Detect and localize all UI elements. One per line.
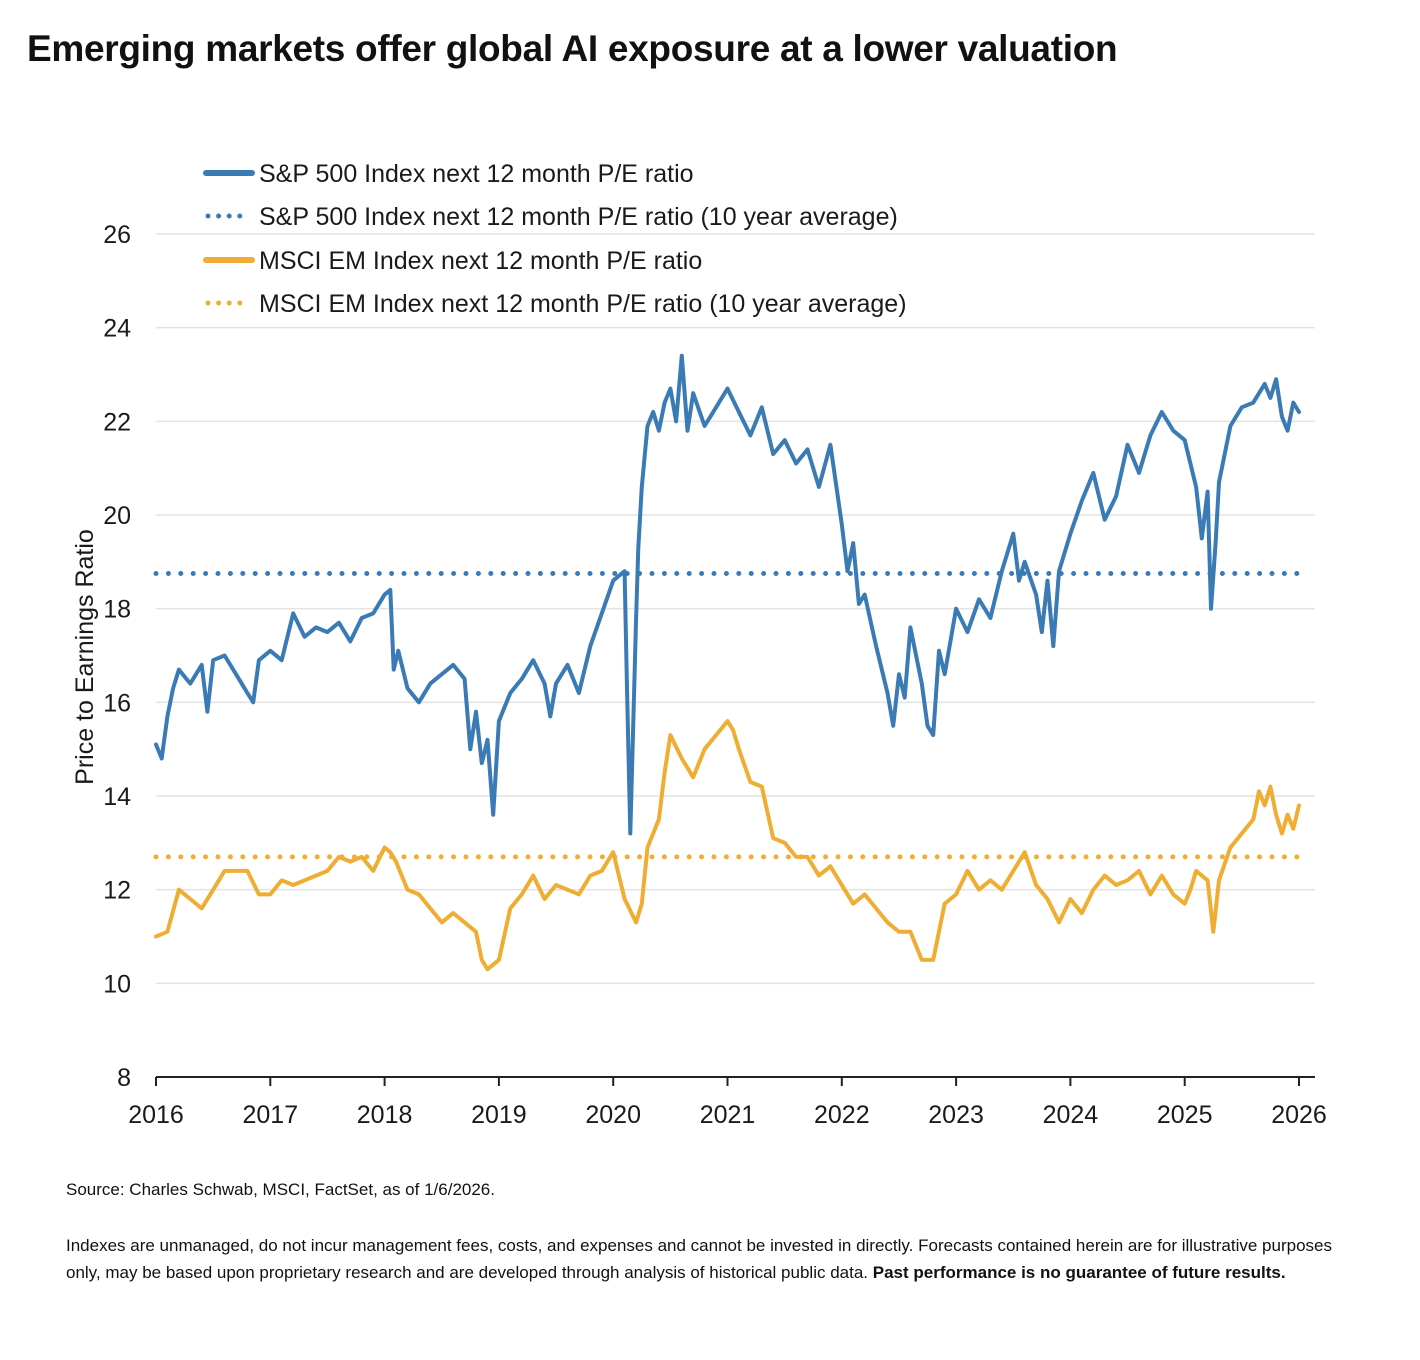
x-tick-label: 2016 — [128, 1101, 184, 1129]
legend-item: S&P 500 Index next 12 month P/E ratio — [203, 160, 694, 188]
y-tick-label: 10 — [103, 970, 131, 998]
legend-label: MSCI EM Index next 12 month P/E ratio (1… — [259, 290, 907, 318]
series-lines — [153, 353, 1302, 972]
y-axis-title: Price to Earnings Ratio — [71, 529, 99, 785]
y-tick-label: 26 — [103, 221, 131, 249]
x-tick-label: 2024 — [1043, 1101, 1099, 1129]
x-tick-label: 2026 — [1271, 1101, 1327, 1129]
disclaimer-bold: Past performance is no guarantee of futu… — [872, 1263, 1286, 1282]
y-tick-label: 12 — [103, 877, 131, 905]
legend-item: S&P 500 Index next 12 month P/E ratio (1… — [205, 203, 898, 231]
x-tick-label: 2022 — [814, 1101, 870, 1129]
y-tick-label: 14 — [103, 783, 131, 811]
y-tick-label: 16 — [103, 689, 131, 717]
x-tick-label: 2023 — [928, 1101, 984, 1129]
x-tick-label: 2021 — [700, 1101, 756, 1129]
x-axis: 2016 2017 2018 2019 2020 2021 2022 2023 2024 2025… — [128, 1076, 1327, 1129]
legend-label: MSCI EM Index next 12 month P/E ratio — [259, 247, 702, 275]
legend-label: S&P 500 Index next 12 month P/E ratio (1… — [259, 203, 898, 231]
disclaimer: Indexes are unmanaged, do not incur mana… — [66, 1232, 1356, 1286]
y-tick-label: 20 — [103, 502, 131, 530]
y-axis-ticks: 8 10 12 14 16 18 20 22 24 26 — [103, 221, 131, 1092]
x-tick-label: 2017 — [242, 1101, 298, 1129]
x-tick-label: 2020 — [585, 1101, 641, 1129]
legend-item: MSCI EM Index next 12 month P/E ratio (1… — [205, 290, 907, 318]
legend-item: MSCI EM Index next 12 month P/E ratio — [203, 247, 702, 275]
legend: S&P 500 Index next 12 month P/E ratio S&P… — [203, 160, 907, 318]
chart-title: Emerging markets offer global AI exposur… — [27, 28, 1118, 69]
series-line — [154, 719, 1301, 972]
y-tick-label: 18 — [103, 596, 131, 624]
x-tick-label: 2025 — [1157, 1101, 1213, 1129]
x-tick-label: 2019 — [471, 1101, 527, 1129]
y-tick-label: 22 — [103, 408, 131, 436]
gridlines — [156, 233, 1315, 985]
source-note: Source: Charles Schwab, MSCI, FactSet, a… — [66, 1180, 495, 1199]
series-line — [154, 353, 1301, 836]
legend-label: S&P 500 Index next 12 month P/E ratio — [259, 160, 694, 188]
y-tick-label: 24 — [103, 315, 131, 343]
y-tick-label: 8 — [117, 1064, 131, 1092]
disclaimer-text: Indexes are unmanaged, do not incur mana… — [66, 1236, 1332, 1282]
x-tick-label: 2018 — [357, 1101, 413, 1129]
